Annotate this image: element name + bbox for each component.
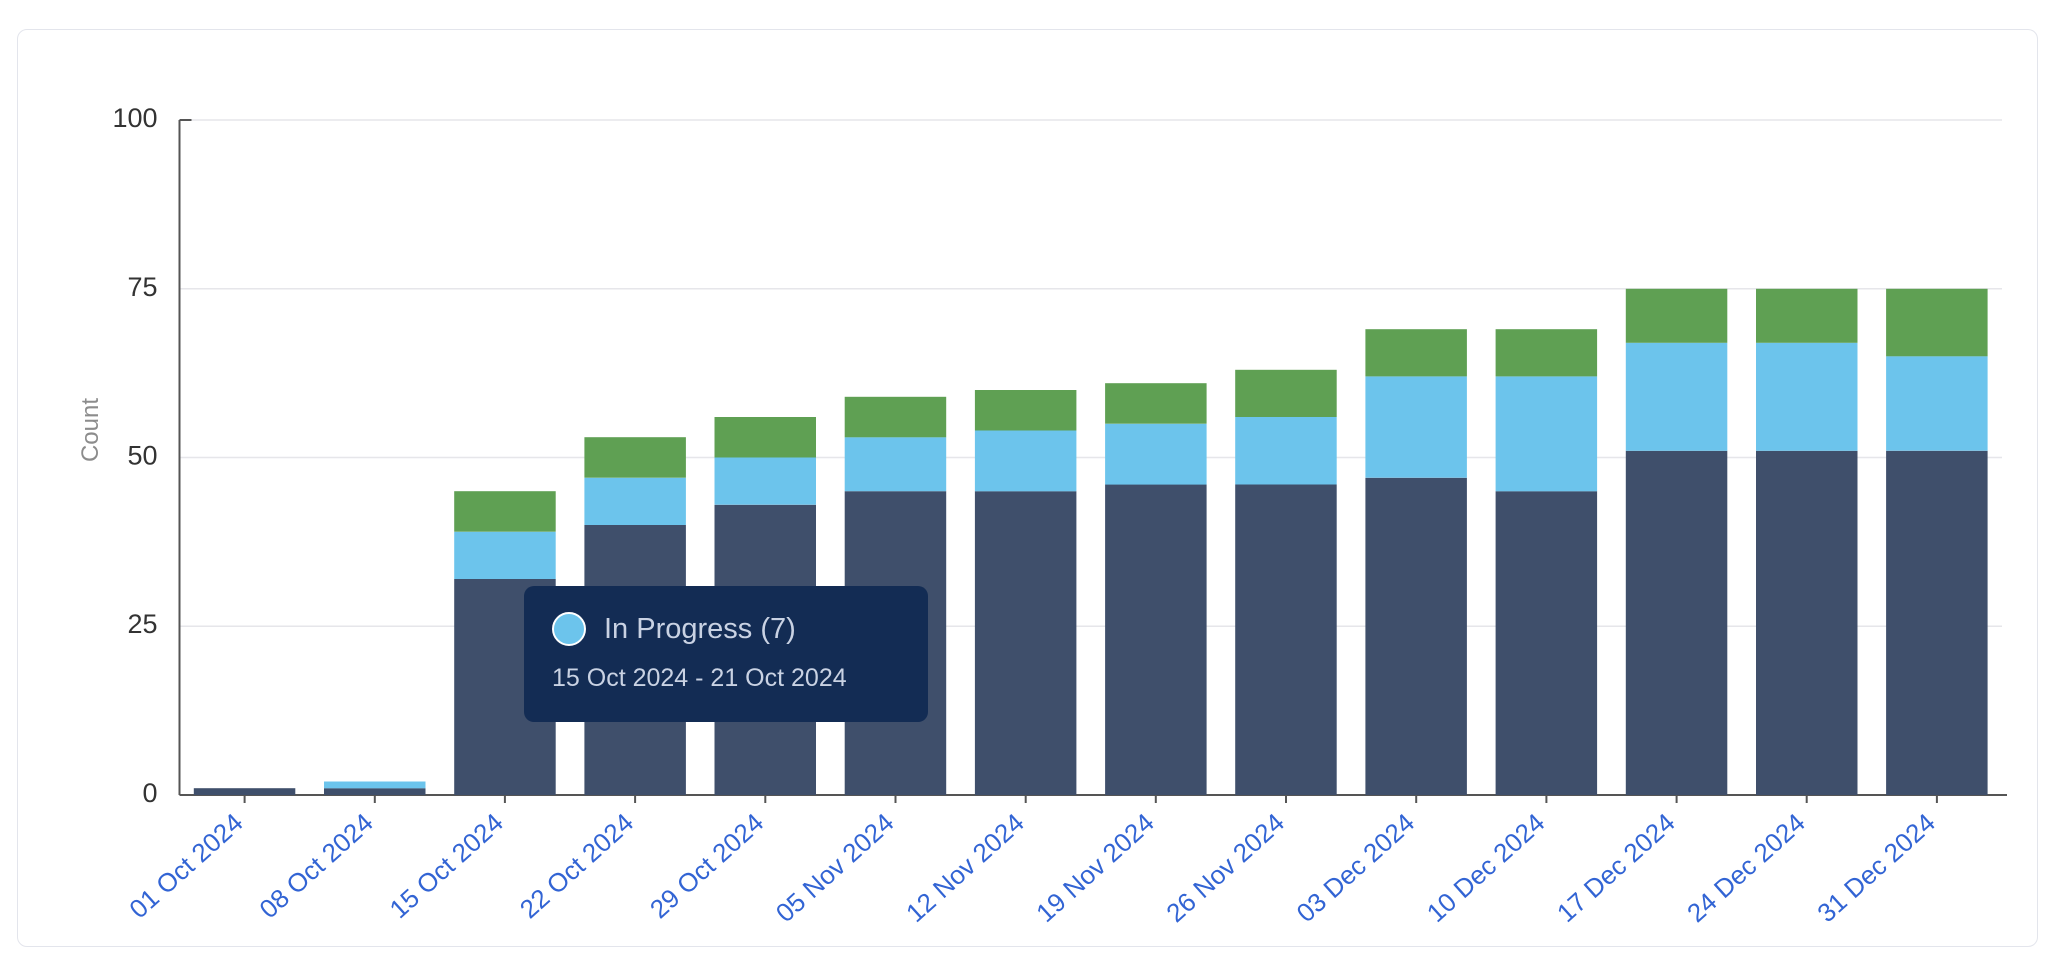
svg-text:26 Nov 2024: 26 Nov 2024: [1160, 807, 1290, 928]
svg-text:19 Nov 2024: 19 Nov 2024: [1030, 807, 1160, 928]
svg-text:01 Oct 2024: 01 Oct 2024: [123, 807, 248, 924]
svg-text:75: 75: [127, 272, 157, 302]
svg-text:Count: Count: [77, 398, 104, 462]
svg-text:12 Nov 2024: 12 Nov 2024: [900, 807, 1030, 928]
svg-text:05 Nov 2024: 05 Nov 2024: [770, 807, 900, 928]
svg-text:50: 50: [127, 441, 157, 471]
svg-text:03 Dec 2024: 03 Dec 2024: [1291, 807, 1421, 928]
svg-text:31 Dec 2024: 31 Dec 2024: [1811, 807, 1941, 928]
svg-text:100: 100: [112, 103, 157, 133]
svg-text:17 Dec 2024: 17 Dec 2024: [1551, 807, 1681, 928]
svg-text:0: 0: [142, 778, 157, 808]
svg-text:15 Oct 2024: 15 Oct 2024: [384, 807, 509, 924]
svg-text:25: 25: [127, 609, 157, 639]
svg-text:22 Oct 2024: 22 Oct 2024: [514, 807, 639, 924]
svg-text:24 Dec 2024: 24 Dec 2024: [1681, 807, 1811, 928]
svg-text:29 Oct 2024: 29 Oct 2024: [644, 807, 769, 924]
svg-text:08 Oct 2024: 08 Oct 2024: [253, 807, 378, 924]
svg-text:10 Dec 2024: 10 Dec 2024: [1421, 807, 1551, 928]
